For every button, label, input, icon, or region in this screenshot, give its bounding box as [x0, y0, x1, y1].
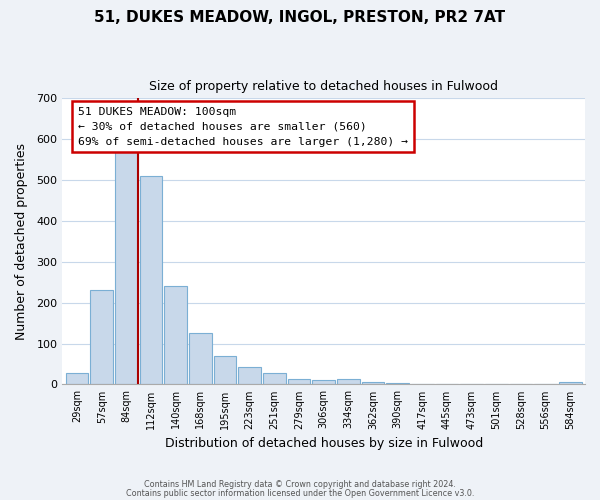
Bar [559, 382, 581, 384]
Title: Size of property relative to detached houses in Fulwood: Size of property relative to detached ho… [149, 80, 498, 93]
Bar [91, 290, 113, 384]
Bar [189, 333, 212, 384]
Bar [362, 382, 385, 384]
Text: 51, DUKES MEADOW, INGOL, PRESTON, PR2 7AT: 51, DUKES MEADOW, INGOL, PRESTON, PR2 7A… [94, 10, 506, 25]
Y-axis label: Number of detached properties: Number of detached properties [15, 143, 28, 340]
Bar [386, 383, 409, 384]
Bar [115, 152, 138, 384]
Bar [214, 356, 236, 384]
Bar [66, 373, 88, 384]
Bar [263, 374, 286, 384]
Bar [164, 286, 187, 384]
Bar [140, 176, 163, 384]
Text: 51 DUKES MEADOW: 100sqm
← 30% of detached houses are smaller (560)
69% of semi-d: 51 DUKES MEADOW: 100sqm ← 30% of detache… [78, 107, 408, 146]
Text: Contains HM Land Registry data © Crown copyright and database right 2024.: Contains HM Land Registry data © Crown c… [144, 480, 456, 489]
Bar [238, 368, 261, 384]
Bar [287, 379, 310, 384]
Text: Contains public sector information licensed under the Open Government Licence v3: Contains public sector information licen… [126, 488, 474, 498]
Bar [337, 379, 359, 384]
X-axis label: Distribution of detached houses by size in Fulwood: Distribution of detached houses by size … [164, 437, 483, 450]
Bar [313, 380, 335, 384]
